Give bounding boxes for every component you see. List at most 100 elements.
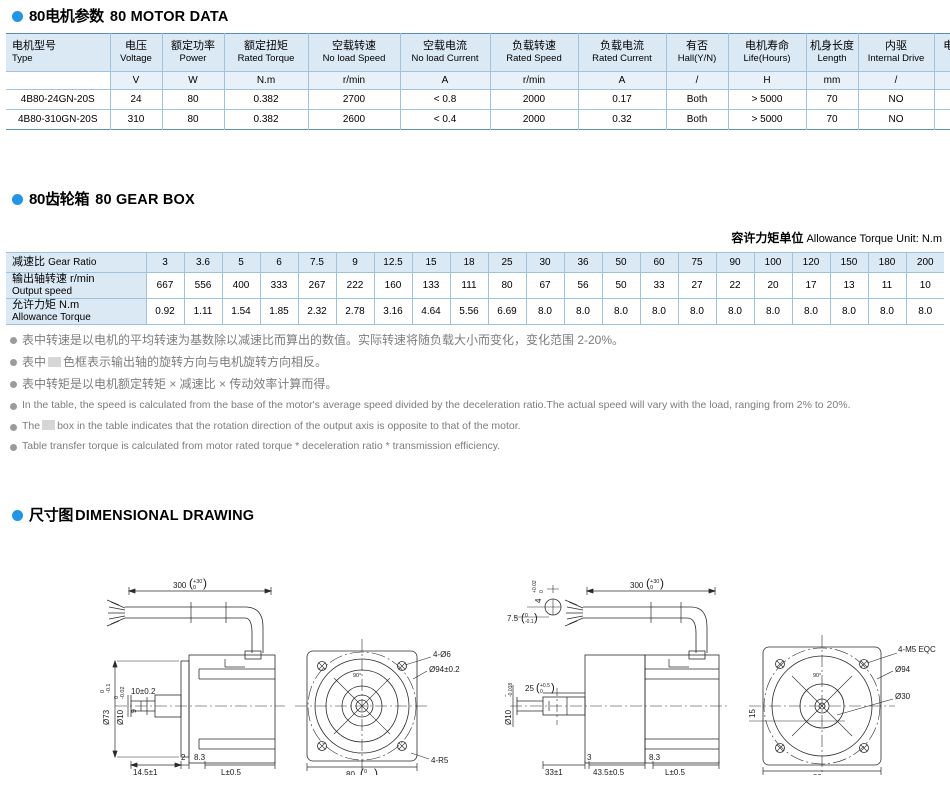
torque-cell: 2.32 [297, 298, 337, 326]
label-key-width-tol-top: 0 [525, 613, 528, 619]
speed-cell: 17 [791, 271, 831, 300]
torque-cell: 8.0 [715, 298, 755, 326]
torque-cell: 1.85 [259, 298, 299, 326]
cell-internal-drive: NO [857, 89, 935, 110]
cell-rated-speed: 2000 [489, 109, 579, 130]
note-bullet-icon [10, 443, 17, 451]
allowance-torque-row: 允许力矩 N.m Allowance Torque 0.92 1.11 1.54… [6, 298, 944, 326]
row-label-output-speed: 输出轴转速 r/min Output speed [6, 271, 147, 300]
speed-cell: 27 [677, 271, 717, 300]
drawing-left: 300 +30 0 () Ø73 0 -0.1 Ø10 0 -0.02 10±0… [100, 576, 460, 775]
gear-ratio-row: 减速比 Gear Ratio 3 3.6 5 6 7.5 9 12.5 15 1… [6, 252, 944, 273]
col-head-no-load-speed: 空载转速 No load Speed [307, 33, 401, 72]
unit-cell: r/min [307, 71, 401, 90]
notes-list: 表中转速是以电机的平均转速为基数除以减速比而算出的数值。实际转速将随负载大小而变… [0, 325, 950, 452]
note-item: The box in the table indicates that the r… [10, 419, 940, 433]
unit-cell: N.m [223, 71, 309, 90]
label-body-diameter: Ø73 [102, 709, 111, 725]
label-shaft-length: 25 [525, 684, 534, 693]
cell-hall: Both [665, 89, 729, 110]
ratio-cell: 6 [259, 252, 299, 273]
label-pilot-diameter: Ø30 [895, 692, 911, 701]
label-shaft-tol-bot: -0.02 [120, 686, 126, 699]
gray-box-swatch [42, 419, 56, 430]
cell-life: > 5000 [727, 109, 807, 130]
unit-cell: / [857, 71, 935, 90]
ratio-cell: 7.5 [297, 252, 337, 273]
svg-text:): ) [534, 612, 538, 624]
unit-cell: g [933, 71, 950, 90]
col-head-life: 电机寿命 Life(Hours) [727, 33, 807, 72]
col-head-length: 机身长度 Length [805, 33, 859, 72]
svg-text:(: ( [536, 682, 540, 694]
torque-cell: 8.0 [791, 298, 831, 326]
label-front-length: 14.5±1 [133, 768, 158, 775]
torque-cell: 4.64 [411, 298, 451, 326]
label-flat: 10±0.2 [131, 687, 156, 696]
note-text: 色框表示输出轴的旋转方向与电机旋转方向相反。 [63, 355, 328, 370]
label-body-tol-top: 0 [100, 690, 106, 693]
col-head-power: 额定功率 Power [161, 33, 225, 72]
note-text: 表中 [22, 355, 47, 370]
unit-note-cn: 容许力矩单位 [731, 231, 804, 245]
torque-cell: 8.0 [867, 298, 907, 326]
label-shaft-length-tol-top: +0.5 [540, 683, 550, 689]
ratio-cell: 90 [715, 252, 755, 273]
speed-cell: 33 [639, 271, 679, 300]
ratio-cell: 200 [905, 252, 944, 273]
label-shaft-length-tol-bot: 0 [540, 689, 543, 695]
unit-cell [6, 71, 111, 90]
cell-rated-current: 0.17 [577, 89, 667, 110]
motor-header-row: 电机型号 Type 电压 Voltage 额定功率 Power 额定扭矩 Rat… [6, 33, 950, 72]
note-item: Table transfer torque is calculated from… [10, 440, 940, 453]
cell-power: 80 [161, 89, 225, 110]
unit-cell: A [577, 71, 667, 90]
svg-text:): ) [551, 682, 555, 694]
bullet-icon [12, 11, 23, 22]
speed-cell: 160 [373, 271, 413, 300]
torque-cell: 6.69 [487, 298, 527, 326]
ratio-cell: 18 [449, 252, 489, 273]
label-key-width-tol-bot: -0.1 [525, 619, 534, 625]
col-head-rated-torque: 额定扭矩 Rated Torque [223, 33, 309, 72]
speed-cell: 67 [525, 271, 565, 300]
cell-voltage: 310 [109, 109, 163, 130]
label-bolt-circle: Ø94 [895, 665, 911, 674]
ratio-cell: 50 [601, 252, 641, 273]
cell-internal-drive: NO [857, 109, 935, 130]
ratio-cell: 120 [791, 252, 831, 273]
label-cable-length: 300 [173, 581, 187, 590]
label-shaft-diameter: Ø10 [505, 709, 513, 725]
cell-power: 80 [161, 109, 225, 130]
torque-cell: 8.0 [905, 298, 944, 326]
table-row: 4B80-24GN-20S 24 80 0.382 2700 < 0.8 200… [6, 89, 950, 110]
row-label-gear-ratio: 减速比 Gear Ratio [6, 252, 147, 273]
speed-cell: 50 [601, 271, 641, 300]
speed-cell: 11 [867, 271, 907, 300]
ratio-cell: 25 [487, 252, 527, 273]
label-cable-tol-top: +30 [193, 579, 202, 585]
label-shaft-tol-bot: -0.018 [508, 682, 514, 696]
label-square-tol-top: 0 [364, 769, 367, 775]
torque-cell: 8.0 [601, 298, 641, 326]
col-head-rated-current: 负载电流 Rated Current [577, 33, 667, 72]
label-gap-b: 8.3 [194, 753, 206, 762]
label-key-height: 4 [534, 598, 543, 603]
label-cable-tol-bot: 0 [193, 585, 196, 591]
ratio-cell: 100 [753, 252, 793, 273]
ratio-cell: 36 [563, 252, 603, 273]
label-gap-a: 2 [181, 753, 186, 762]
label-body-tol-bot: -0.1 [106, 683, 112, 692]
cell-no-load-speed: 2600 [307, 109, 401, 130]
label-gap-a: 3 [587, 753, 592, 762]
unit-cell: W [161, 71, 225, 90]
label-key-width: 7.5 [507, 614, 519, 623]
note-text: Table transfer torque is calculated from… [22, 439, 501, 452]
col-head-hall: 有否 Hall(Y/N) [665, 33, 729, 72]
note-bullet-icon [10, 381, 17, 389]
note-bullet-icon [10, 359, 17, 367]
drawing-section-title-cn: 尺寸图 [29, 506, 74, 524]
gray-box-swatch [48, 357, 62, 368]
torque-cell: 8.0 [677, 298, 717, 326]
label-flange-offset: 15 [748, 708, 757, 717]
